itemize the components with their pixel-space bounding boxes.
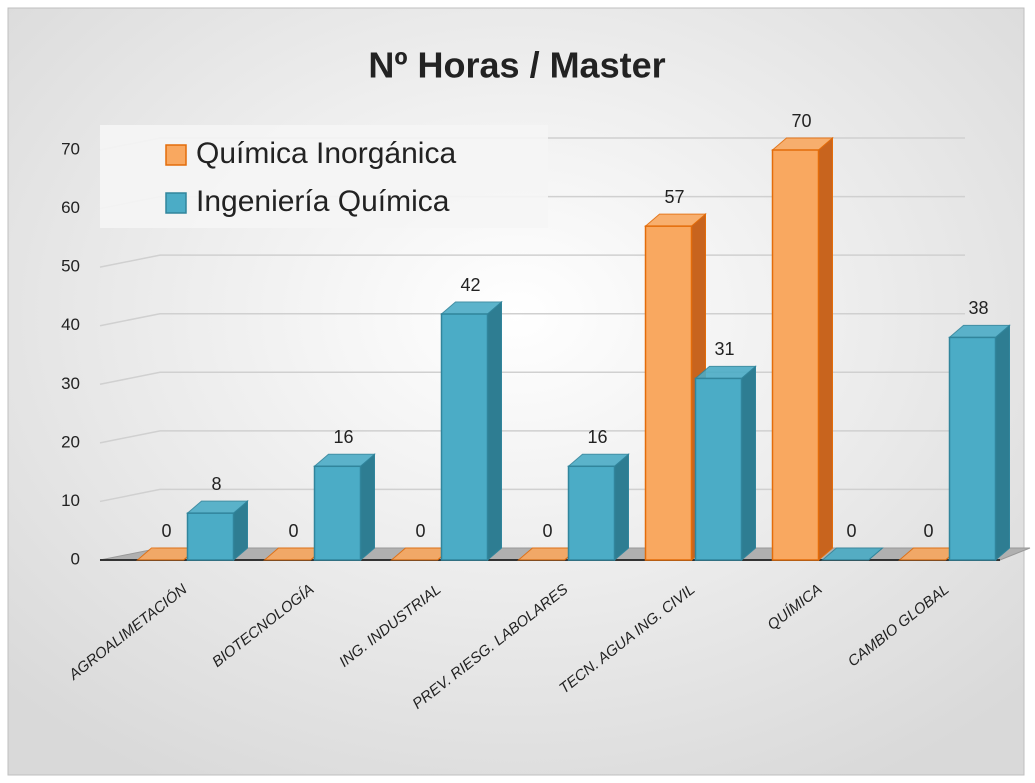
bar [313,465,362,561]
chart-title: Nº Horas / Master [368,45,665,86]
legend-swatch [165,192,187,214]
bar-side [614,453,629,562]
legend-label: Ingeniería Química [196,185,450,218]
bar [644,225,693,561]
bar-top [821,547,884,561]
chart-background [7,7,1025,776]
bar-group [567,453,630,562]
bar-group [821,547,884,561]
data-label: 0 [161,521,171,541]
y-tick-label: 40 [61,315,80,334]
data-label: 31 [714,339,734,359]
bar [948,336,997,561]
data-label: 0 [542,521,552,541]
y-tick-label: 0 [71,549,80,568]
bar [567,465,616,561]
bar [440,313,489,561]
y-tick-label: 60 [61,198,80,217]
bar-group [440,300,503,562]
data-label: 0 [846,521,856,541]
bar-group [313,453,376,562]
data-label: 57 [664,187,684,207]
data-label: 42 [460,275,480,295]
bar [186,512,235,561]
bar [771,149,820,561]
legend-label: Química Inorgánica [196,137,456,170]
y-tick-label: 10 [61,491,80,510]
data-label: 0 [288,521,298,541]
data-label: 70 [791,111,811,131]
data-label: 8 [211,474,221,494]
y-tick-label: 50 [61,257,80,276]
bar-group [948,324,1011,562]
y-tick-label: 30 [61,374,80,393]
bar-side [818,136,833,562]
data-label: 0 [415,521,425,541]
data-label: 16 [587,427,607,447]
y-tick-label: 20 [61,432,80,451]
data-label: 38 [968,298,988,318]
data-label: 16 [333,427,353,447]
bar-side [487,300,502,562]
bar-group [771,136,834,562]
bar-side [360,453,375,562]
bar-side [995,324,1010,562]
legend-swatch [165,144,187,166]
bar [694,377,743,561]
bar-side [741,365,756,562]
bar-group [186,500,249,562]
bar-group [694,365,757,562]
y-tick-label: 70 [61,139,80,158]
data-label: 0 [923,521,933,541]
